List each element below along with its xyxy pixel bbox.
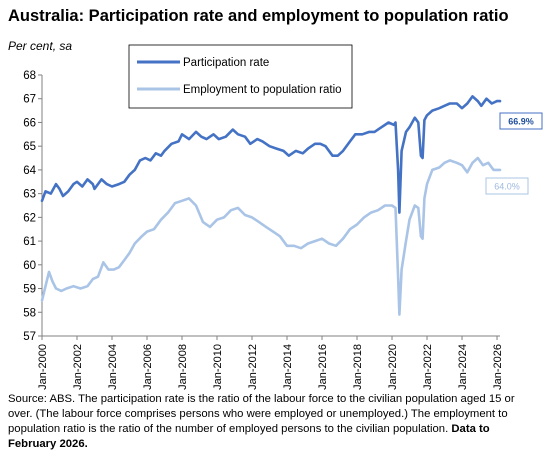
x-tick-label: Jan-2010: [212, 344, 224, 390]
x-tick-label: Jan-2000: [37, 344, 49, 390]
y-tick-label: 65: [23, 141, 36, 153]
y-tick-label: 60: [23, 260, 36, 272]
y-axis-unit-label: Per cent, sa: [8, 39, 73, 53]
legend-box: [128, 44, 353, 109]
y-tick-label: 64: [23, 165, 36, 177]
x-tick-label: Jan-2024: [457, 344, 469, 390]
x-tick-label: Jan-2008: [177, 344, 189, 390]
y-tick-label: 68: [23, 70, 36, 82]
y-tick-label: 58: [23, 307, 36, 319]
chart-title: Australia: Participation rate and employ…: [8, 7, 509, 25]
y-tick-label: 66: [23, 117, 36, 129]
plot-area: 57 58 59 60 61 62 63 64 65 66 67 68 Jan-2000 Jan-2002…: [23, 70, 543, 390]
y-tick-label: 62: [23, 212, 36, 224]
source-text: Source: ABS. The participation rate is t…: [8, 393, 515, 435]
x-tick-label: Jan-2026: [492, 344, 504, 390]
x-tick-label: Jan-2006: [142, 344, 154, 390]
end-label-employment: 64.0%: [494, 182, 520, 192]
y-tick-label: 67: [23, 94, 36, 106]
end-label-participation-box: [499, 112, 543, 130]
source-note: Source: ABS. The participation rate is t…: [8, 392, 536, 452]
y-tick-label: 61: [23, 236, 36, 248]
x-tick-label: Jan-2020: [387, 344, 399, 390]
line-chart: 57 58 59 60 61 62 63 64 65 66 67 68 Jan-2000 Jan-2002…: [23, 44, 543, 390]
chart-legend: Participation rate Employment to populat…: [128, 44, 353, 109]
x-tick-label: Jan-2004: [107, 344, 119, 390]
y-tick-label: 57: [23, 331, 36, 343]
legend-label-participation: Participation rate: [183, 57, 269, 69]
legend-label-employment: Employment to population ratio: [183, 84, 342, 96]
y-tick-label: 59: [23, 284, 36, 296]
data-date-note: Data to February 2026.: [8, 423, 490, 450]
y-tick-label: 63: [23, 189, 36, 201]
x-tick-label: Jan-2022: [422, 344, 434, 390]
series-line-participation-rate: [40, 95, 502, 214]
x-tick-label: Jan-2002: [72, 344, 84, 390]
end-label-participation: 66.9%: [508, 117, 534, 127]
x-tick-label: Jan-2014: [282, 344, 294, 390]
x-tick-label: Jan-2016: [317, 344, 329, 390]
x-tick-label: Jan-2018: [352, 344, 364, 390]
series-line-employment-to-population-ratio: [40, 156, 502, 316]
end-label-employment-box: [485, 177, 529, 195]
x-tick-label: Jan-2012: [247, 344, 259, 390]
